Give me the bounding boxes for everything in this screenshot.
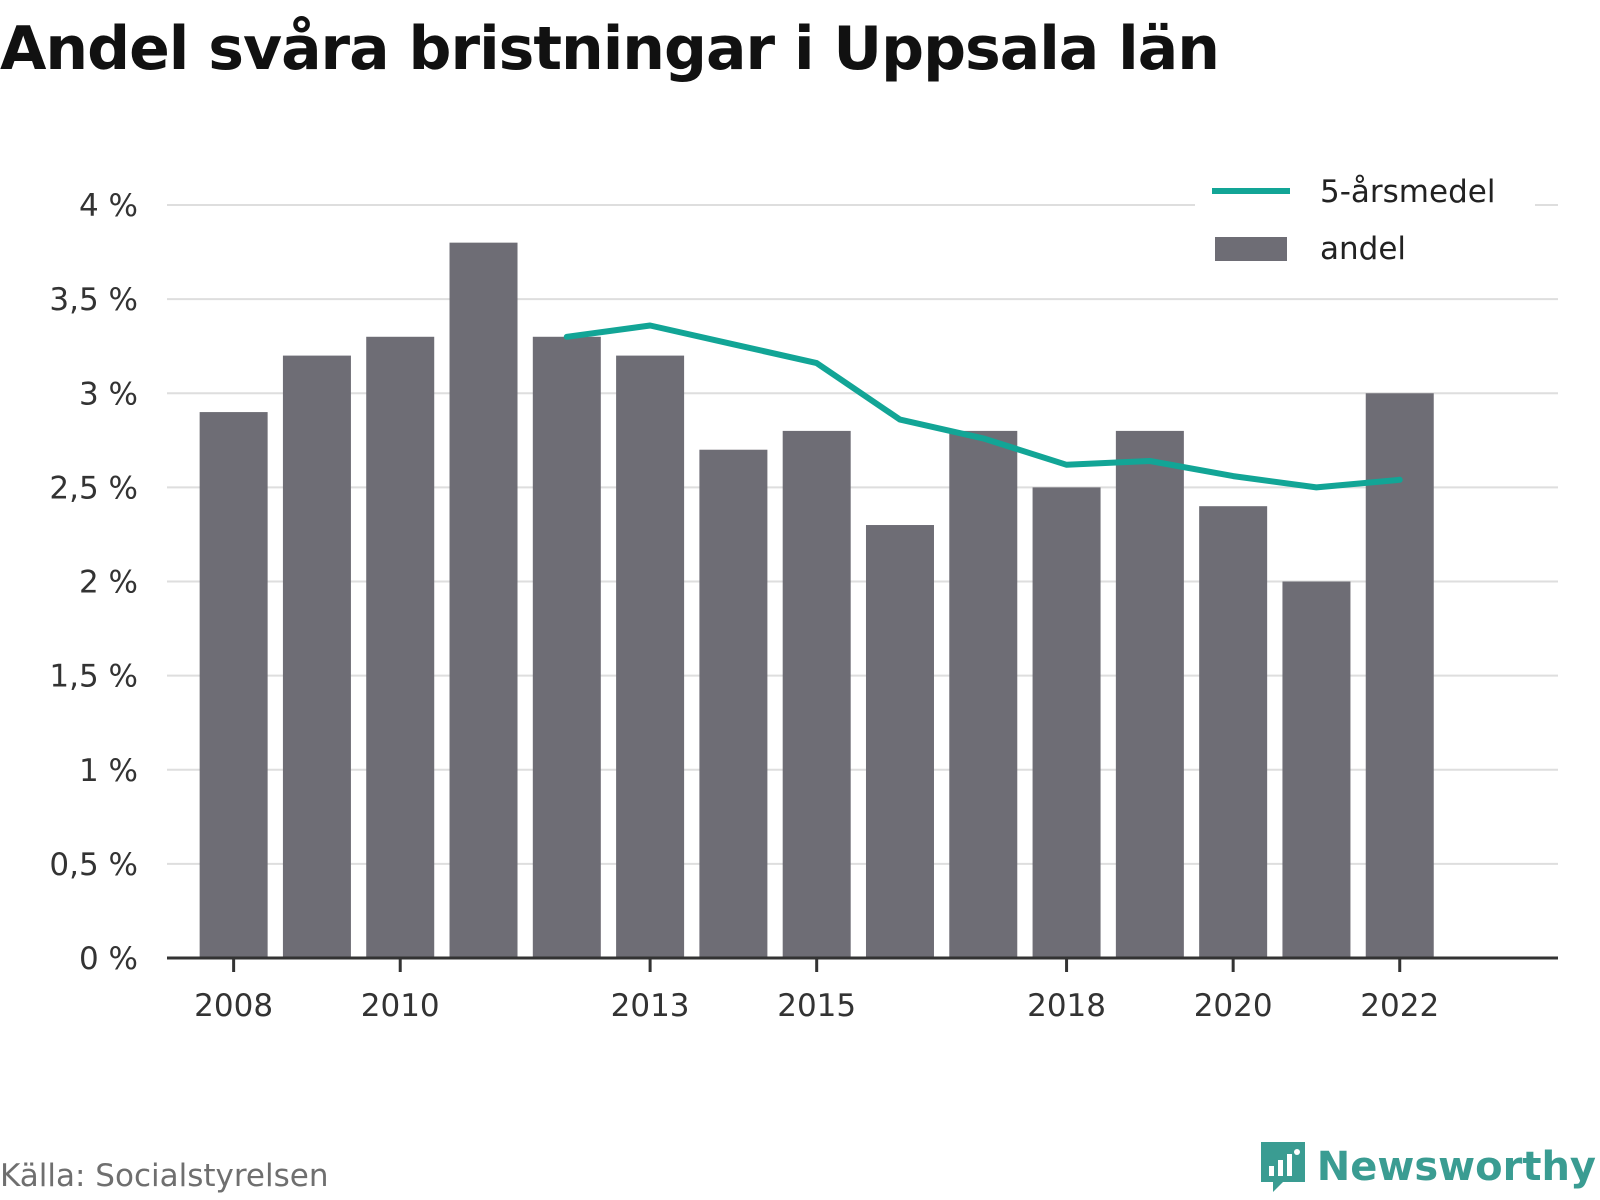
y-tick-label: 2 %: [79, 565, 138, 601]
y-tick-label: 2,5 %: [49, 470, 138, 506]
chart-title: Andel svåra bristningar i Uppsala län: [0, 14, 1220, 84]
x-tick-label: 2008: [194, 988, 273, 1024]
bar: [1365, 393, 1434, 958]
brand-logo: Newsworthy: [1257, 1138, 1596, 1196]
bar: [782, 430, 851, 958]
brand-name: Newsworthy: [1316, 1144, 1596, 1190]
bar: [699, 449, 768, 958]
y-tick-label: 4 %: [79, 188, 138, 224]
bar: [532, 336, 601, 958]
y-tick-label: 0 %: [79, 941, 138, 977]
bar: [282, 355, 351, 959]
x-tick-label: 2020: [1194, 988, 1273, 1024]
legend-bar-swatch: [1215, 237, 1287, 261]
y-tick-label: 3 %: [79, 376, 138, 412]
legend-label: andel: [1320, 231, 1406, 267]
y-tick-label: 3,5 %: [49, 282, 138, 318]
x-tick-label: 2010: [361, 988, 440, 1024]
x-tick-label: 2018: [1027, 988, 1106, 1024]
x-tick-label: 2022: [1360, 988, 1439, 1024]
line-5-arsmedel: [563, 322, 1403, 491]
bar: [1199, 506, 1268, 958]
legend-label: 5-årsmedel: [1320, 174, 1495, 210]
line-series: [563, 322, 1403, 491]
newsworthy-logo-icon: [1260, 1142, 1305, 1192]
y-tick-label: 1,5 %: [49, 659, 138, 695]
x-tick-label: 2015: [777, 988, 856, 1024]
bar: [449, 242, 518, 958]
bar: [616, 355, 685, 959]
bar: [366, 336, 435, 958]
axes: 0 % 0,5 % 1 % 1,5 % 2 % 2,5 % 3 % 3,5 % 4 % 2008 2…: [49, 188, 1558, 1024]
bar: [1032, 487, 1101, 958]
y-tick-label: 1 %: [79, 753, 138, 789]
bar: [1115, 430, 1184, 958]
y-tick-label: 0,5 %: [49, 847, 138, 883]
bar-series: [199, 242, 1434, 959]
legend: 5-årsmedel andel: [1195, 168, 1535, 270]
bar: [199, 412, 268, 958]
bar: [949, 430, 1018, 958]
source-note: Källa: Socialstyrelsen: [0, 1158, 329, 1194]
bar: [865, 525, 934, 958]
bar: [1282, 581, 1351, 958]
x-tick-label: 2013: [611, 988, 690, 1024]
